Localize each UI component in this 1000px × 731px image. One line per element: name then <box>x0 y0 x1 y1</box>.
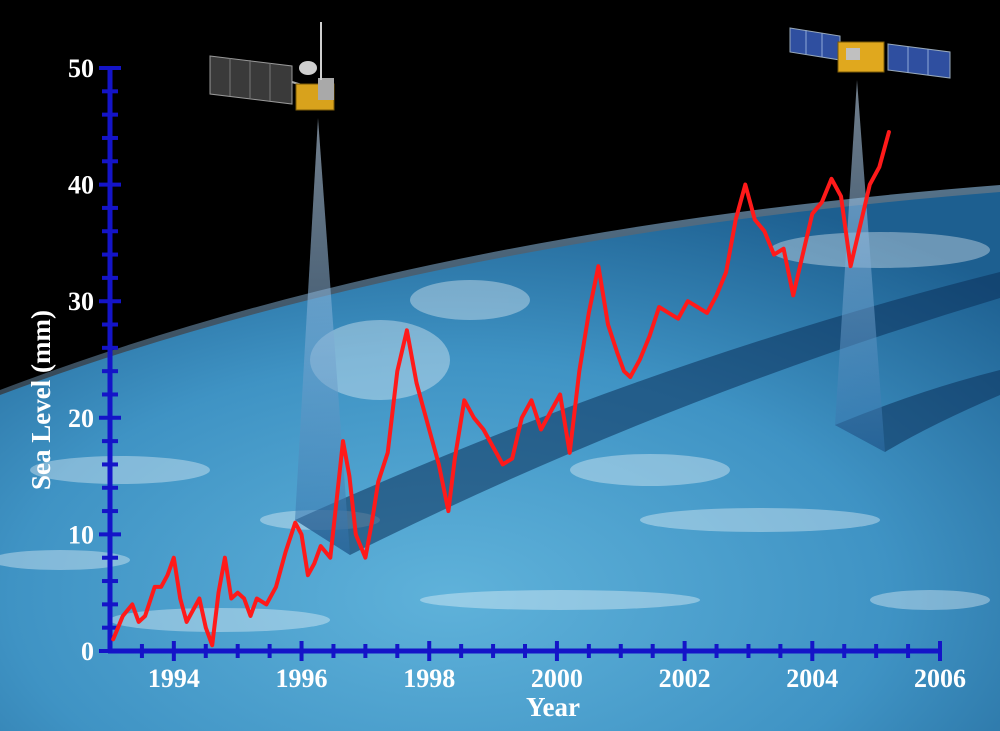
y-tick-label: 0 <box>81 637 94 666</box>
x-tick-label: 1994 <box>148 664 200 693</box>
x-tick-labels: 1994 1996 1998 2000 2002 2004 2006 <box>148 664 966 693</box>
x-tick-label: 2000 <box>531 664 583 693</box>
x-tick-label: 1998 <box>403 664 455 693</box>
y-tick-label: 30 <box>68 287 94 316</box>
x-tick-label: 1996 <box>276 664 328 693</box>
y-ticks <box>99 66 121 653</box>
x-axis-title: Year <box>526 692 580 722</box>
satellite-topex-icon <box>209 22 335 111</box>
y-tick-label: 50 <box>68 54 94 83</box>
y-tick-label: 20 <box>68 404 94 433</box>
beam-jason <box>835 80 885 452</box>
satellite-jason-icon <box>789 27 951 79</box>
x-ticks <box>139 641 942 661</box>
x-tick-label: 2002 <box>659 664 711 693</box>
x-tick-label: 2004 <box>786 664 838 693</box>
sea-level-series-line <box>111 130 891 648</box>
y-tick-label: 40 <box>68 171 94 200</box>
axes: 0 10 20 30 40 50 1994 1996 1998 2000 2002 2004 2006 <box>68 54 966 693</box>
x-tick-label: 2006 <box>914 664 966 693</box>
ground-track-topex <box>295 272 1000 555</box>
y-axis-title: Sea Level (mm) <box>26 310 56 490</box>
beam-topex <box>295 118 350 555</box>
series-layer <box>111 130 891 648</box>
y-tick-label: 10 <box>68 520 94 549</box>
y-tick-labels: 0 10 20 30 40 50 <box>68 54 94 666</box>
